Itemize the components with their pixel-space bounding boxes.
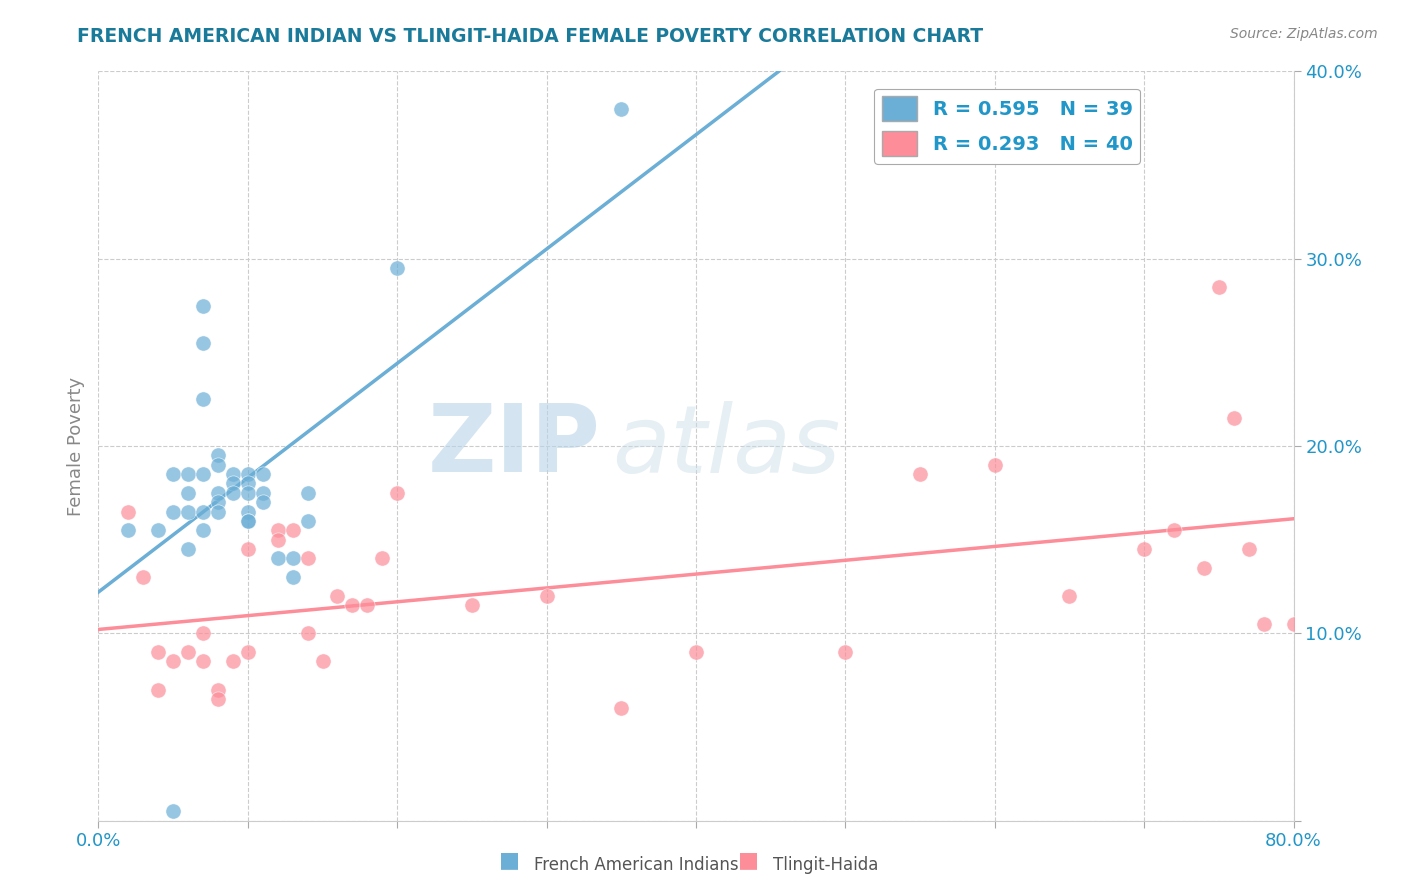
Point — [207, 495, 229, 509]
Point — [297, 626, 319, 640]
Text: French American Indians: French American Indians — [534, 856, 740, 874]
Point — [207, 449, 229, 463]
Point — [148, 645, 170, 659]
Point — [1208, 280, 1230, 294]
Point — [356, 599, 378, 613]
Point — [236, 486, 259, 500]
Point — [236, 476, 259, 491]
Point — [1282, 617, 1305, 632]
Point — [222, 655, 245, 669]
Point — [177, 486, 200, 500]
Point — [610, 102, 633, 116]
Point — [207, 505, 229, 519]
Point — [191, 298, 214, 313]
Point — [281, 570, 304, 584]
Point — [1253, 617, 1275, 632]
Text: Tlingit-Haida: Tlingit-Haida — [773, 856, 879, 874]
Point — [162, 505, 184, 519]
Point — [207, 682, 229, 697]
Point — [1133, 542, 1156, 557]
Point — [177, 542, 200, 557]
Point — [297, 551, 319, 566]
Point — [297, 486, 319, 500]
Point — [191, 392, 214, 407]
Point — [385, 261, 409, 276]
Point — [326, 589, 349, 603]
Point — [222, 486, 245, 500]
Point — [1192, 561, 1215, 575]
Point — [148, 682, 170, 697]
Point — [834, 645, 856, 659]
Point — [311, 655, 333, 669]
Point — [117, 505, 139, 519]
Point — [236, 645, 259, 659]
Text: ■: ■ — [738, 850, 759, 870]
Point — [236, 514, 259, 528]
Point — [267, 524, 290, 538]
Point — [342, 599, 364, 613]
Point — [148, 524, 170, 538]
Point — [162, 805, 184, 819]
Point — [222, 467, 245, 482]
Point — [908, 467, 931, 482]
Point — [610, 701, 633, 715]
Text: Source: ZipAtlas.com: Source: ZipAtlas.com — [1230, 27, 1378, 41]
Point — [281, 524, 304, 538]
Point — [132, 570, 155, 584]
Point — [191, 505, 214, 519]
Text: FRENCH AMERICAN INDIAN VS TLINGIT-HAIDA FEMALE POVERTY CORRELATION CHART: FRENCH AMERICAN INDIAN VS TLINGIT-HAIDA … — [77, 27, 983, 45]
Point — [252, 495, 274, 509]
Point — [685, 645, 707, 659]
Point — [281, 551, 304, 566]
Legend: R = 0.595   N = 39, R = 0.293   N = 40: R = 0.595 N = 39, R = 0.293 N = 40 — [875, 88, 1140, 164]
Point — [207, 486, 229, 500]
Point — [1163, 524, 1185, 538]
Point — [385, 486, 409, 500]
Point — [236, 467, 259, 482]
Point — [162, 467, 184, 482]
Text: atlas: atlas — [613, 401, 841, 491]
Point — [461, 599, 484, 613]
Text: ZIP: ZIP — [427, 400, 600, 492]
Point — [162, 655, 184, 669]
Point — [222, 476, 245, 491]
Point — [267, 533, 290, 547]
Point — [207, 692, 229, 706]
Point — [536, 589, 558, 603]
Point — [207, 458, 229, 472]
Y-axis label: Female Poverty: Female Poverty — [66, 376, 84, 516]
Point — [1223, 411, 1246, 425]
Point — [177, 467, 200, 482]
Point — [117, 524, 139, 538]
Point — [236, 542, 259, 557]
Point — [191, 626, 214, 640]
Point — [191, 467, 214, 482]
Point — [236, 514, 259, 528]
Point — [267, 551, 290, 566]
Point — [191, 336, 214, 351]
Point — [252, 467, 274, 482]
Point — [177, 645, 200, 659]
Point — [252, 486, 274, 500]
Point — [371, 551, 394, 566]
Point — [1237, 542, 1260, 557]
Point — [191, 524, 214, 538]
Point — [1059, 589, 1081, 603]
Text: ■: ■ — [499, 850, 520, 870]
Point — [236, 505, 259, 519]
Point — [984, 458, 1007, 472]
Point — [191, 655, 214, 669]
Point — [297, 514, 319, 528]
Point — [177, 505, 200, 519]
